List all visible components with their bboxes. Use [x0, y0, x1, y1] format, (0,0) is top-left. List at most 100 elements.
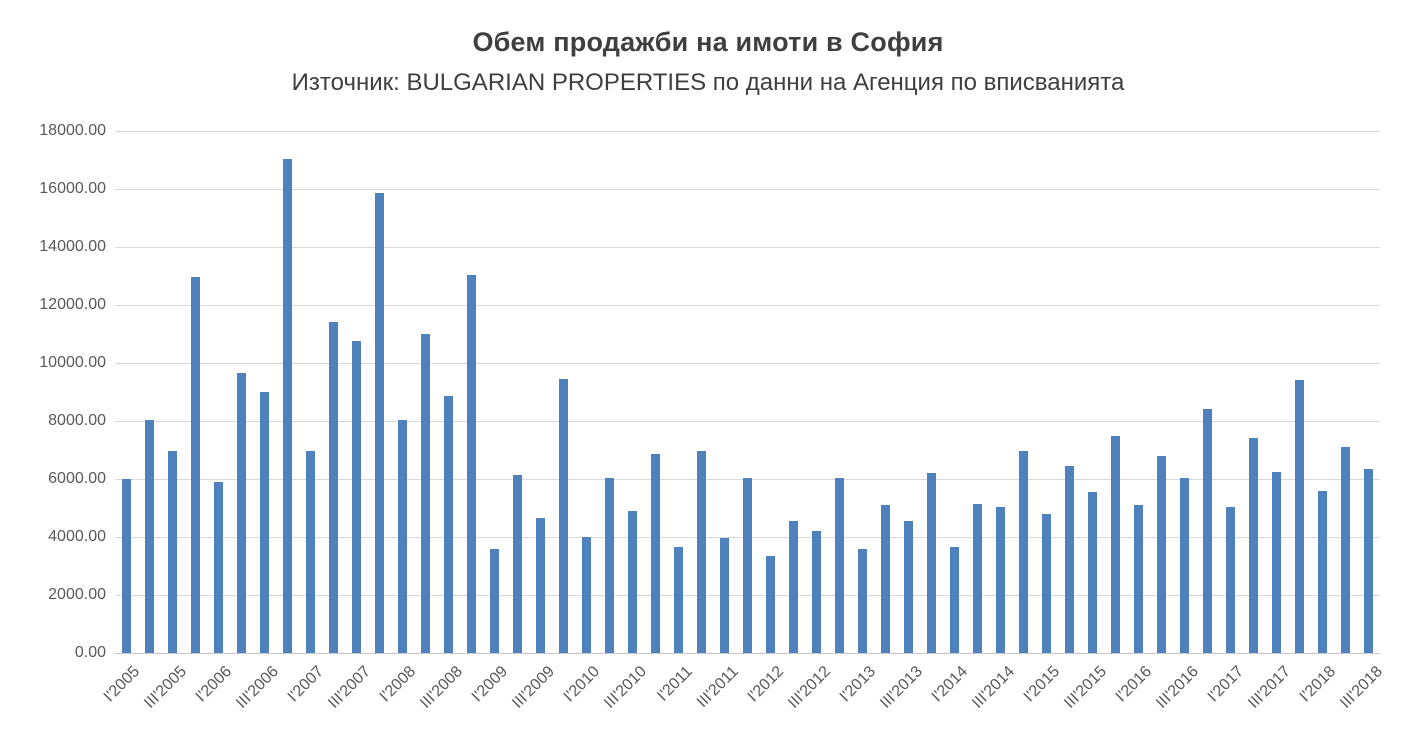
- bar-II'2018: [1341, 447, 1350, 653]
- bar-III'2006: [260, 392, 269, 653]
- bar-I'2018: [1318, 490, 1327, 653]
- y-tick-label: 12000.00: [39, 296, 106, 313]
- bar-II'2008: [421, 334, 430, 653]
- bar-II'2014: [973, 503, 982, 653]
- y-tick-label: 16000.00: [39, 180, 106, 197]
- x-tick-label: III'2016: [1152, 663, 1202, 712]
- x-tick-label: III'2008: [416, 663, 466, 712]
- bar-II'2005: [145, 419, 154, 653]
- x-tick-label: I'2009: [469, 663, 512, 706]
- bar-IV'2006: [283, 158, 292, 653]
- x-tick-label: I'2008: [377, 663, 420, 706]
- bar-III'2015: [1088, 492, 1097, 653]
- x-tick-label: III'2018: [1336, 663, 1386, 712]
- gridline: [115, 362, 1380, 364]
- bar-II'2017: [1249, 438, 1258, 653]
- x-tick-label: I'2006: [193, 663, 236, 706]
- bar-III'2018: [1364, 468, 1373, 653]
- chart-region: 0.00 2000.00 4000.00 6000.00 8000.00 10000.00…: [39, 122, 1385, 712]
- x-tick-label: III'2006: [232, 663, 282, 712]
- x-tick-label: III'2017: [1244, 663, 1294, 712]
- bar-I'2006: [214, 481, 223, 653]
- bar-III'2011: [720, 538, 729, 653]
- x-tick-label: III'2005: [140, 663, 190, 712]
- bar-IV'2007: [375, 193, 384, 653]
- x-tick-label: I'2013: [837, 663, 880, 706]
- bar-II'2015: [1065, 465, 1074, 653]
- x-tick-label: III'2013: [876, 663, 926, 712]
- bar-I'2012: [766, 555, 775, 653]
- gridline: [115, 188, 1380, 190]
- bar-I'2007: [306, 451, 315, 653]
- x-tick-label: I'2011: [653, 663, 696, 705]
- bar-II'2013: [881, 505, 890, 653]
- bar-III'2016: [1180, 477, 1189, 653]
- bar-III'2010: [628, 510, 637, 653]
- y-tick-label: 8000.00: [48, 412, 106, 429]
- x-tick-label: III'2007: [324, 663, 374, 712]
- x-tick-label: I'2017: [1205, 663, 1248, 706]
- bar-III'2013: [904, 521, 913, 653]
- x-tick-label: I'2010: [561, 663, 604, 706]
- chart-title: Обем продажби на имоти в София: [472, 27, 944, 57]
- bar-III'2014: [996, 506, 1005, 653]
- gridline: [115, 130, 1380, 132]
- bar-I'2009: [490, 548, 499, 653]
- y-tick-label: 14000.00: [39, 238, 106, 255]
- bar-III'2009: [536, 518, 545, 653]
- bar-IV'2015: [1111, 435, 1120, 653]
- gridline: [115, 246, 1380, 248]
- x-tick-label: III'2010: [600, 663, 650, 712]
- x-tick-label: III'2015: [1060, 663, 1110, 712]
- bar-I'2014: [950, 547, 959, 653]
- x-tick-label: I'2007: [285, 663, 328, 706]
- bar-IV'2014: [1019, 451, 1028, 653]
- gridline: [115, 304, 1380, 306]
- bar-II'2007: [329, 322, 338, 653]
- bar-III'2017: [1272, 471, 1281, 653]
- x-tick-label: I'2005: [101, 663, 144, 706]
- bar-I'2008: [398, 419, 407, 653]
- bar-I'2017: [1226, 506, 1235, 653]
- bar-II'2016: [1157, 455, 1166, 653]
- y-tick-label: 0.00: [74, 644, 106, 661]
- chart-subtitle: Източник: BULGARIAN PROPERTIES по данни …: [291, 69, 1125, 96]
- bar-IV'2017: [1295, 380, 1304, 653]
- bar-IV'2012: [835, 477, 844, 653]
- bar-IV'2009: [559, 378, 568, 653]
- x-tick-label: I'2012: [745, 663, 788, 706]
- bar-III'2005: [168, 451, 177, 653]
- plot-area: 0.00 2000.00 4000.00 6000.00 8000.00 10000.00…: [39, 122, 1385, 712]
- bar-IV'2010: [651, 454, 660, 653]
- x-tick-label: I'2014: [929, 663, 972, 706]
- gridline: [115, 420, 1380, 422]
- y-tick-label: 2000.00: [48, 586, 106, 603]
- x-tick-label: III'2009: [508, 663, 558, 712]
- bar-II'2006: [237, 373, 246, 653]
- x-tick-label: I'2016: [1113, 663, 1156, 706]
- bar-I'2013: [858, 548, 867, 653]
- bar-I'2005: [122, 479, 131, 653]
- bar-IV'2016: [1203, 409, 1212, 653]
- bar-II'2010: [605, 477, 614, 653]
- bar-IV'2005: [191, 277, 200, 653]
- bar-III'2012: [812, 531, 821, 653]
- bar-III'2007: [352, 341, 361, 653]
- y-tick-label: 10000.00: [39, 354, 106, 371]
- y-tick-label: 6000.00: [48, 470, 106, 487]
- x-axis-line: [115, 652, 1380, 654]
- bar-IV'2011: [743, 477, 752, 653]
- bar-II'2012: [789, 521, 798, 653]
- bar-II'2009: [513, 474, 522, 653]
- y-tick-label: 18000.00: [39, 122, 106, 139]
- x-tick-label: III'2011: [693, 663, 742, 711]
- bar-I'2011: [674, 547, 683, 653]
- bar-I'2016: [1134, 505, 1143, 653]
- x-tick-label: III'2012: [784, 663, 834, 712]
- x-tick-label: I'2015: [1021, 663, 1064, 706]
- x-tick-label: I'2018: [1297, 663, 1340, 706]
- bar-IV'2008: [467, 274, 476, 653]
- x-tick-label: III'2014: [968, 663, 1018, 712]
- bar-III'2008: [444, 396, 453, 653]
- bar-IV'2013: [927, 473, 936, 653]
